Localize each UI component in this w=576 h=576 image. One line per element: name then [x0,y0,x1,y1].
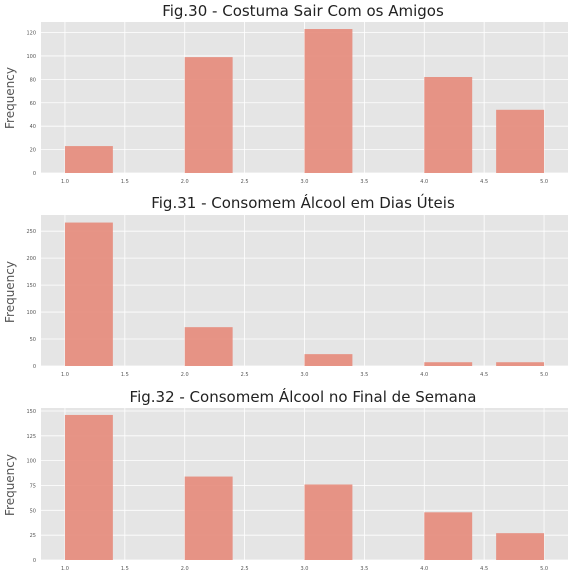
y-tick-label: 150 [26,283,36,289]
x-tick-label: 3.0 [301,179,309,185]
y-tick-label: 80 [30,77,36,83]
y-tick-label: 50 [30,337,36,343]
y-tick-label: 0 [33,558,36,564]
bar [304,29,353,174]
bar [496,533,545,560]
bar [184,327,233,366]
y-axis-label: Frequency [3,261,17,323]
x-tick-label: 4.0 [420,179,428,185]
y-tick-label: 125 [26,434,36,440]
x-tick-label: 3.5 [360,566,368,572]
x-tick-label: 1.5 [121,566,129,572]
bar [424,512,473,560]
x-tick-label: 5.0 [540,372,548,378]
x-tick-label: 3.5 [360,179,368,185]
x-tick-label: 2.5 [241,372,249,378]
bar [496,362,545,366]
x-tick-label: 2.5 [241,179,249,185]
bar [64,146,113,173]
y-tick-label: 200 [26,256,36,262]
chart-fig32: Fig.32 - Consomem Álcool no Final de Sem… [3,387,568,572]
chart-title: Fig.31 - Consomem Álcool em Dias Úteis [151,193,455,212]
x-tick-label: 1.5 [121,372,129,378]
x-tick-label: 3.5 [360,372,368,378]
x-tick-label: 5.0 [540,179,548,185]
y-tick-label: 0 [33,171,36,177]
x-tick-label: 4.5 [480,372,488,378]
bar [304,484,353,560]
y-tick-label: 100 [26,54,36,60]
bar [496,109,545,173]
bar [64,414,113,560]
x-tick-label: 3.0 [301,372,309,378]
bar [424,77,473,173]
x-tick-label: 4.5 [480,179,488,185]
y-tick-label: 75 [30,483,36,489]
x-tick-label: 4.0 [420,566,428,572]
bar [64,222,113,366]
plot-area [41,22,568,174]
x-tick-label: 2.0 [181,179,189,185]
x-tick-label: 1.5 [121,179,129,185]
y-tick-label: 250 [26,229,36,235]
y-tick-label: 150 [26,409,36,415]
bar [424,362,473,366]
y-axis-label: Frequency [3,67,17,129]
y-tick-label: 20 [30,148,36,154]
chart-title: Fig.30 - Costuma Sair Com os Amigos [162,2,444,20]
bar [184,476,233,560]
plot-area [41,408,568,561]
y-tick-label: 0 [33,364,36,370]
chart-title: Fig.32 - Consomem Álcool no Final de Sem… [130,387,477,406]
x-tick-label: 1.0 [61,179,69,185]
bar [184,57,233,173]
x-tick-label: 4.0 [420,372,428,378]
x-tick-label: 1.0 [61,372,69,378]
y-tick-label: 50 [30,508,36,514]
bar [304,354,353,366]
x-tick-label: 5.0 [540,566,548,572]
y-tick-label: 25 [30,533,36,539]
x-tick-label: 4.5 [480,566,488,572]
y-axis-label: Frequency [3,454,17,516]
x-tick-label: 2.0 [181,566,189,572]
x-tick-label: 2.0 [181,372,189,378]
chart-fig30: Fig.30 - Costuma Sair Com os Amigos Freq… [3,2,568,185]
plot-area [41,215,568,367]
x-tick-label: 2.5 [241,566,249,572]
chart-fig31: Fig.31 - Consomem Álcool em Dias Úteis F… [3,193,568,378]
x-tick-label: 3.0 [301,566,309,572]
y-tick-label: 100 [26,459,36,465]
y-tick-label: 40 [30,124,36,130]
y-tick-label: 100 [26,310,36,316]
x-tick-label: 1.0 [61,566,69,572]
y-tick-label: 120 [26,31,36,37]
y-tick-label: 60 [30,101,36,107]
